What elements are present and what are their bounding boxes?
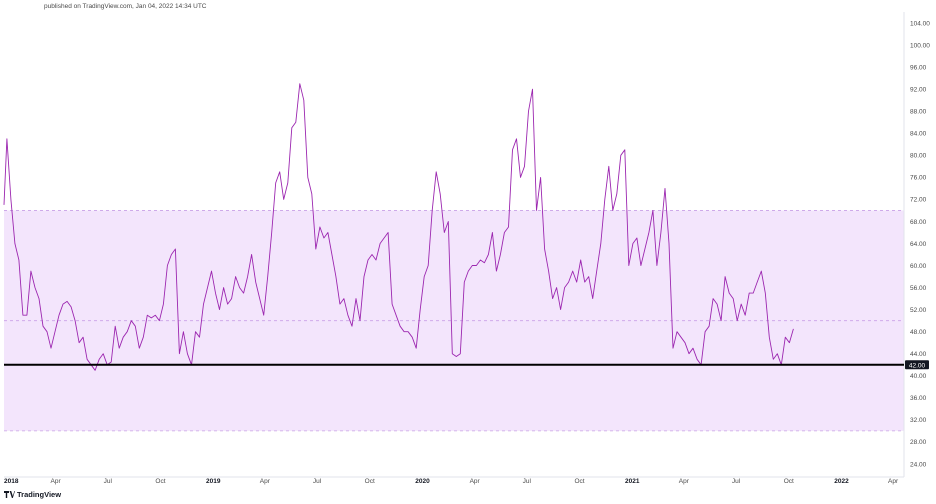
- x-tick-label: Jul: [523, 478, 532, 485]
- y-tick-label: 40.00: [910, 373, 927, 380]
- x-axis: 2018 Apr Jul Oct 2019 Apr Jul Oct 2020 Apr Jul Oct 2…: [4, 478, 899, 485]
- y-tick-label: 60.00: [910, 263, 927, 270]
- x-tick-label: Jul: [313, 478, 322, 485]
- level-badge: [905, 360, 929, 370]
- y-tick-label: 96.00: [910, 64, 927, 71]
- x-tick-label: 2021: [625, 478, 640, 485]
- x-tick-label: Oct: [155, 478, 165, 485]
- x-tick-label: Apr: [888, 478, 899, 485]
- y-tick-label: 92.00: [910, 86, 927, 93]
- x-tick-label: 2018: [4, 478, 19, 485]
- y-tick-label: 48.00: [910, 329, 927, 336]
- y-tick-label: 88.00: [910, 109, 927, 116]
- y-tick-label: 104.00: [910, 20, 930, 27]
- published-caption: published on TradingView.com, Jan 04, 20…: [44, 3, 207, 10]
- y-tick-label: 56.00: [910, 285, 927, 292]
- x-tick-label: 2020: [415, 478, 430, 485]
- y-tick-label: 64.00: [910, 241, 927, 248]
- y-tick-label: 72.00: [910, 197, 927, 204]
- y-tick-label: 36.00: [910, 395, 927, 402]
- grid-layer: [4, 12, 905, 478]
- y-tick-label: 44.00: [910, 351, 927, 358]
- x-tick-label: 2022: [834, 478, 849, 485]
- y-tick-label: 68.00: [910, 219, 927, 226]
- y-tick-label: 80.00: [910, 153, 927, 160]
- brand[interactable]: TradingView: [4, 490, 61, 499]
- x-tick-label: Oct: [365, 478, 375, 485]
- x-tick-label: Jul: [104, 478, 113, 485]
- x-tick-label: Apr: [260, 478, 271, 485]
- y-tick-label: 76.00: [910, 175, 927, 182]
- y-tick-label: 24.00: [910, 461, 927, 468]
- band-layer: [4, 210, 904, 432]
- series-layer: [3, 83, 794, 371]
- y-tick-label: 28.00: [910, 439, 927, 446]
- rsi-series-line: [3, 83, 794, 371]
- x-tick-label: 2019: [206, 478, 221, 485]
- y-axis: 24.00 28.00 32.00 36.00 40.00 44.00 48.00 52.00…: [910, 20, 930, 468]
- x-tick-label: Apr: [679, 478, 690, 485]
- x-tick-label: Apr: [470, 478, 481, 485]
- x-tick-label: Oct: [574, 478, 584, 485]
- y-tick-label: 52.00: [910, 307, 927, 314]
- y-tick-label: 32.00: [910, 417, 927, 424]
- y-tick-label: 100.00: [910, 42, 930, 49]
- level-layer: 42.00: [4, 360, 929, 370]
- x-tick-label: Jul: [732, 478, 741, 485]
- y-tick-label: 84.00: [910, 131, 927, 138]
- x-tick-label: Apr: [51, 478, 62, 485]
- brand-name: TradingView: [17, 490, 62, 499]
- tradingview-logo-icon: [4, 491, 15, 498]
- x-tick-label: Oct: [784, 478, 794, 485]
- level-badge-label: 42.00: [909, 362, 926, 369]
